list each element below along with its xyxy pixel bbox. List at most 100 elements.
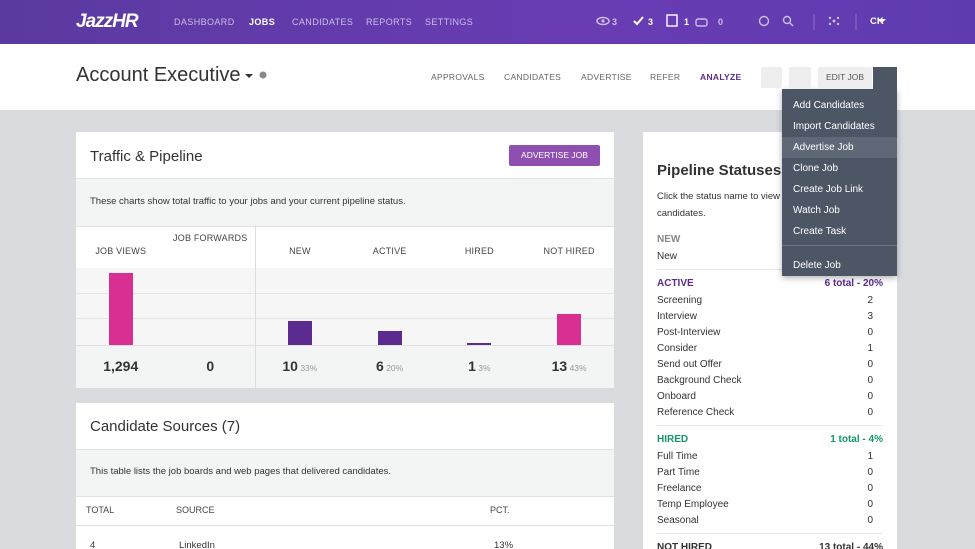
status-name[interactable]: Reference Check [657,407,735,418]
status-count: 0 [867,407,873,418]
group-total: 6 total - 20% [824,278,883,289]
header-tab[interactable]: CANDIDATES [504,72,562,82]
panel-description: These charts show total traffic to your … [90,196,406,207]
group-rule [657,533,883,534]
status-name[interactable]: Seasonal [657,515,699,526]
metric-label: JOB FORWARDS [173,233,248,243]
metric-label: ACTIVE [372,246,407,256]
status-name[interactable]: Interview [657,311,698,322]
status-count: 2 [867,295,873,306]
menu-divider [782,245,897,246]
metric-value: 1 3% [468,358,491,374]
nav-link[interactable]: SETTINGS [425,17,474,27]
status-name[interactable]: Full Time [657,451,698,462]
group-rule [657,425,883,426]
column-divider [255,225,256,388]
description-band [76,449,614,497]
menu-item[interactable]: Watch Job [793,205,840,216]
search-button[interactable] [761,67,782,88]
metric-pct: 43% [567,363,587,373]
header-tab[interactable]: APPROVALS [431,72,485,82]
metric-bar [377,330,402,345]
metric-value: 13 43% [551,358,587,374]
nav-counter[interactable]: 0 [718,17,724,27]
metric-bar [557,314,582,345]
metric-pct: 3% [475,363,491,373]
table-cell: LinkedIn [179,540,215,549]
metric-label: JOB VIEWS [95,246,147,256]
group-header[interactable]: NEW [657,234,681,245]
header-tab[interactable]: ANALYZE [700,72,742,82]
status-count: 0 [867,327,873,338]
metric-pct: 20% [383,363,404,373]
metric-bar [108,273,133,345]
user-menu[interactable]: CK [870,16,884,27]
menu-item[interactable]: Clone Job [793,163,839,174]
chart-rule [76,293,614,294]
menu-item[interactable]: Import Candidates [793,121,875,132]
metric-label: NOT HIRED [543,246,595,256]
job-title: Account Executive [76,64,241,86]
nav-counter[interactable]: 1 [684,17,690,27]
edit-job-button[interactable]: EDIT JOB [818,67,872,88]
group-rule [657,269,883,270]
sources-panel: Candidate Sources (7) This table lists th… [76,403,614,549]
column-header: TOTAL [86,505,115,515]
edit-job-toggle[interactable] [873,67,897,89]
metric-bar [467,342,492,345]
nav-link[interactable]: DASHBOARD [174,17,235,27]
metric-value: 10 33% [282,358,318,374]
metric-label: NEW [289,246,311,256]
title-icons [245,71,267,79]
nav-counter[interactable]: 3 [648,17,654,27]
status-name[interactable]: Send out Offer [657,359,722,370]
menu-item[interactable]: Delete Job [793,260,841,271]
status-count: 3 [867,311,873,322]
group-header[interactable]: ACTIVE [657,278,694,289]
status-name[interactable]: Temp Employee [657,499,729,510]
status-count: 0 [867,515,873,526]
menu-item[interactable]: Create Job Link [793,184,864,195]
panel-title: Traffic & Pipeline [90,148,203,165]
status-name[interactable]: Screening [657,295,703,306]
traffic-panel: Traffic & Pipeline ADVERTISE JOB These cha… [76,132,614,388]
header-tab[interactable]: ADVERTISE [581,72,632,82]
status-count: 0 [867,483,873,494]
view-button[interactable] [789,67,811,88]
numbers-band [76,345,614,388]
nav-counter[interactable]: 3 [612,17,618,27]
status-name[interactable]: Background Check [657,375,742,386]
status-name[interactable]: Onboard [657,391,696,402]
status-name[interactable]: Freelance [657,483,702,494]
group-header[interactable]: NOT HIRED [657,542,712,549]
metric-value: 6 20% [376,358,404,374]
menu-item[interactable]: Add Candidates [793,100,865,111]
status-name[interactable]: Consider [657,343,698,354]
column-header: SOURCE [176,505,215,515]
metric-value: 0 [206,358,215,374]
panel-title: Pipeline Statuses [657,162,782,179]
top-nav: JazzHR DASHBOARD JOBS CANDIDATES REPORTS SETT… [0,0,975,44]
nav-link[interactable]: CANDIDATES [292,17,354,27]
edit-job-menu: Add Candidates Import Candidates Advertise… [782,89,897,276]
nav-link[interactable]: REPORTS [366,17,413,27]
chart-rule [76,318,614,319]
menu-item[interactable]: Advertise Job [782,137,897,158]
metric-bar [287,321,312,345]
status-name[interactable]: Post-Interview [657,327,721,338]
status-name[interactable]: Part Time [657,467,700,478]
nav-link[interactable]: JOBS [249,17,276,27]
status-count: 0 [867,359,873,370]
status-count: 0 [867,499,873,510]
group-total: 1 total - 4% [830,434,883,445]
table-cell: 13% [494,540,514,549]
status-count: 1 [867,451,873,462]
panel-description: This table lists the job boards and web … [90,466,392,477]
group-header[interactable]: HIRED [657,434,689,445]
status-count: 0 [867,391,873,402]
menu-item[interactable]: Create Task [793,226,847,237]
advertise-button[interactable]: ADVERTISE JOB [509,145,600,166]
logo[interactable]: JazzHR [76,11,139,32]
header-tab[interactable]: REFER [650,72,681,82]
status-name[interactable]: New [657,251,678,262]
